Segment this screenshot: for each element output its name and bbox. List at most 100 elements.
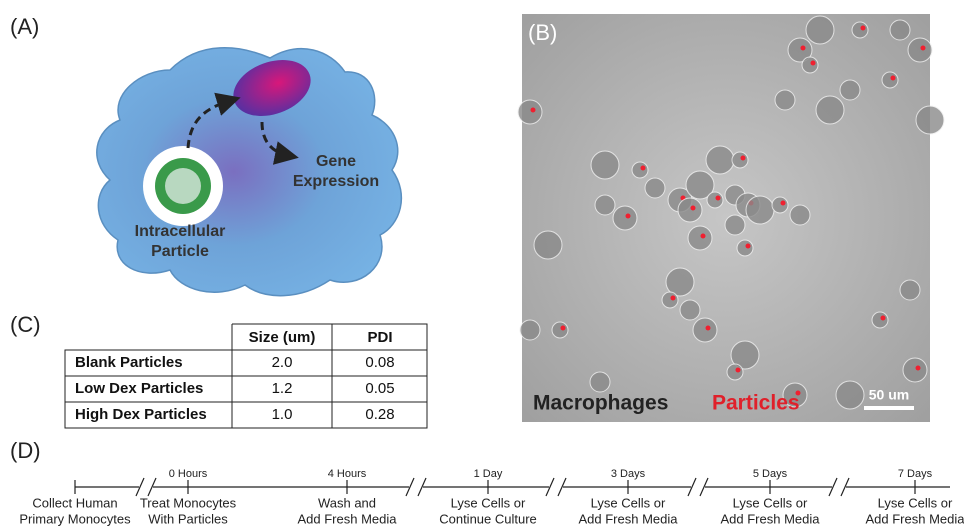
particle (740, 155, 746, 161)
particle (920, 45, 926, 51)
gene-label: Expression (293, 173, 379, 190)
particle-label: Particle (151, 243, 209, 260)
cell (590, 150, 620, 180)
cell (679, 299, 701, 321)
time-label: 3 Days (611, 468, 646, 480)
step-label: Add Fresh Media (866, 511, 964, 526)
table (64, 323, 428, 429)
particle-core (165, 168, 201, 204)
cell (787, 37, 813, 63)
panel-label: (B) (528, 20, 557, 45)
step-label: With Particles (148, 511, 228, 526)
break (405, 477, 415, 497)
break (147, 477, 157, 497)
step-label: Add Fresh Media (721, 511, 821, 526)
cell (730, 340, 760, 370)
table-cell: 1.0 (272, 406, 293, 423)
particle (915, 365, 921, 371)
particle (800, 45, 806, 51)
cell (677, 197, 703, 223)
step-label: Continue Culture (439, 511, 537, 526)
particle (745, 243, 751, 249)
time-label: 1 Day (474, 468, 503, 480)
cell (745, 195, 775, 225)
particle (690, 205, 696, 211)
row-label: Blank Particles (75, 354, 183, 371)
time-label: 0 Hours (169, 468, 208, 480)
nucleus (233, 59, 311, 117)
particle (715, 195, 721, 201)
particle (560, 325, 566, 331)
cell (692, 317, 718, 343)
particle (705, 325, 711, 331)
legend-label: Macrophages (533, 392, 668, 415)
table-cell: 0.28 (365, 406, 394, 423)
step-label: Collect Human (32, 495, 117, 510)
cell (789, 204, 811, 226)
row-label: High Dex Particles (75, 406, 207, 423)
particle (640, 165, 646, 171)
step-label: Lyse Cells or (591, 495, 666, 510)
cell (774, 89, 796, 111)
break (840, 477, 850, 497)
break (135, 477, 145, 497)
cell (517, 99, 543, 125)
cell (907, 37, 933, 63)
cell (782, 382, 808, 408)
break (699, 477, 709, 497)
cell (724, 214, 746, 236)
micrograph (522, 14, 930, 422)
particle-label: Intracellular (135, 223, 226, 240)
cell (551, 321, 569, 339)
panel-label: (A) (10, 14, 39, 39)
cell (815, 95, 845, 125)
table-cell: 0.05 (365, 380, 394, 397)
legend-label: Particles (712, 392, 800, 415)
cell (851, 21, 869, 39)
break (417, 477, 427, 497)
particle (810, 60, 816, 66)
particle (890, 75, 896, 81)
break (545, 477, 555, 497)
particle (795, 390, 801, 396)
cell (661, 291, 679, 309)
break (687, 477, 697, 497)
particle (880, 315, 886, 321)
table-cell: 2.0 (272, 354, 293, 371)
arrow (260, 121, 299, 165)
step-label: Add Fresh Media (579, 511, 679, 526)
particle (670, 295, 676, 301)
table-cell: 1.2 (272, 380, 293, 397)
cell (631, 161, 649, 179)
cell (594, 194, 616, 216)
scale-label: 50 um (869, 387, 909, 403)
cell (801, 56, 819, 74)
time-label: 5 Days (753, 468, 788, 480)
cell (871, 311, 889, 329)
time-label: 4 Hours (328, 468, 367, 480)
step-label: Primary Monocytes (19, 511, 131, 526)
cell (612, 205, 638, 231)
cell (519, 319, 541, 341)
particle (700, 233, 706, 239)
cell (835, 380, 865, 410)
cell (889, 19, 911, 41)
table-header: PDI (367, 329, 392, 346)
gene-label: Gene (316, 153, 356, 170)
step-label: Treat Monocytes (140, 495, 237, 510)
table-header: Size (um) (249, 329, 316, 346)
cells (517, 15, 945, 410)
cell (687, 225, 713, 251)
cell (839, 79, 861, 101)
cell (736, 239, 754, 257)
cell (706, 191, 724, 209)
cell (881, 71, 899, 89)
cell (902, 357, 928, 383)
step-label: Wash and (318, 495, 376, 510)
step-label: Lyse Cells or (733, 495, 808, 510)
step-label: Add Fresh Media (298, 511, 398, 526)
arrow (186, 92, 241, 149)
cell (644, 177, 666, 199)
cell (665, 267, 695, 297)
